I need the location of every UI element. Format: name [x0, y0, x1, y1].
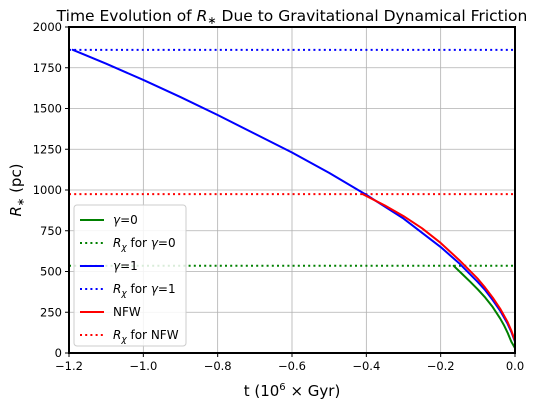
- y-tick-label: 1250: [33, 142, 62, 156]
- series-line: [452, 264, 516, 350]
- x-tick-label: −0.2: [427, 359, 455, 373]
- x-tick-label: −0.6: [278, 359, 306, 373]
- y-tick-label: 750: [40, 224, 62, 238]
- y-tick-label: 500: [40, 265, 62, 279]
- x-axis-label: t (106 × Gyr): [244, 382, 341, 400]
- x-tick-label: −0.4: [352, 359, 380, 373]
- x-tick-label: −1.0: [129, 359, 157, 373]
- x-tick-label: −1.2: [55, 359, 83, 373]
- y-tick-label: 2000: [33, 20, 62, 34]
- legend-box: [73, 204, 187, 347]
- legend-label: Rχ for γ=0: [113, 236, 176, 253]
- y-tick-label: 1750: [33, 61, 62, 75]
- ticks: −1.2 −1.0 −0.8 −0.6 −0.4 −0.2 0.0 0 250 500 750 100…: [33, 20, 524, 373]
- legend-label: NFW: [113, 305, 141, 319]
- legend-label: Rχ for γ=1: [113, 282, 176, 299]
- y-tick-label: 1500: [33, 102, 62, 116]
- series-line: [361, 193, 516, 342]
- x-tick-label: 0.0: [506, 359, 524, 373]
- legend: γ=0 Rχ for γ=0 γ=1 Rχ for γ=1 NFW Rχ for NFW: [73, 204, 187, 347]
- legend-label: γ=0: [113, 213, 138, 227]
- y-tick-label: 250: [40, 305, 62, 319]
- x-tick-label: −0.8: [204, 359, 232, 373]
- y-tick-label: 1000: [33, 183, 62, 197]
- legend-label: γ=1: [113, 259, 138, 273]
- chart-title: Time Evolution of R∗ Due to Gravitationa…: [56, 7, 528, 27]
- y-axis-label: R∗ (pc): [7, 163, 27, 216]
- legend-label: Rχ for NFW: [113, 328, 179, 345]
- y-tick-label: 0: [55, 346, 62, 360]
